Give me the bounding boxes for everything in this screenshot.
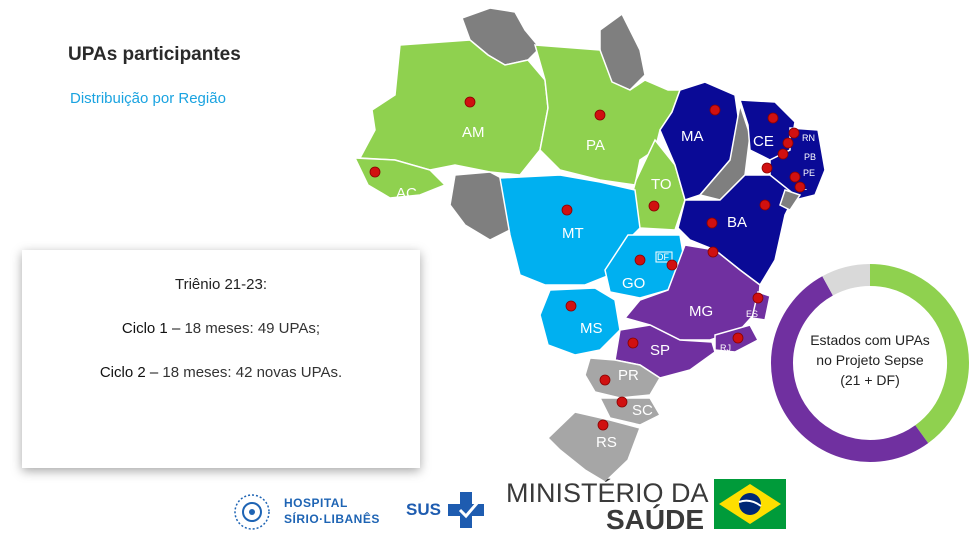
ms-line2: SAÚDE xyxy=(606,504,705,535)
ms-line1: MINISTÉRIO DA xyxy=(506,478,709,508)
marker xyxy=(599,374,611,386)
state-ms xyxy=(539,287,621,356)
cycle2-value: 18 meses: 42 novas UPAs. xyxy=(158,364,343,381)
state-rs xyxy=(546,411,641,483)
marker xyxy=(666,259,678,271)
states-donut-chart: Estados com UPAs no Projeto Sepse (21 + … xyxy=(770,258,980,478)
marker xyxy=(709,104,721,116)
marker xyxy=(634,254,646,266)
label-mg: MG xyxy=(689,303,713,320)
marker xyxy=(627,337,639,349)
donut-segment xyxy=(771,276,929,462)
info-box: Triênio 21-23: Ciclo 1 – 18 meses: 49 UP… xyxy=(22,250,420,468)
marker xyxy=(789,171,801,183)
hospital-sirio-libanes-logo: HOSPITAL SÍRIO·LIBANÊS xyxy=(232,492,382,532)
brazil-map: AM PA AC TO MA CE RN PB PE AL BA MT GO D… xyxy=(353,7,826,483)
marker xyxy=(597,419,609,431)
cycle1-line: Ciclo 1 – 18 meses: 49 UPAs; xyxy=(22,320,420,337)
label-rn: RN xyxy=(802,133,815,143)
hsl-line2: SÍRIO·LIBANÊS xyxy=(284,512,380,526)
marker xyxy=(759,199,771,211)
marker xyxy=(561,204,573,216)
label-sp: SP xyxy=(650,342,670,359)
hsl-line1: HOSPITAL xyxy=(284,496,348,510)
donut-svg xyxy=(771,264,969,462)
label-am: AM xyxy=(462,124,485,141)
marker xyxy=(782,137,794,149)
label-df: DF xyxy=(657,252,669,262)
hsl-emblem-icon xyxy=(234,494,270,530)
page-subtitle: Distribuição por Região xyxy=(70,90,226,107)
cycle1-label: Ciclo 1 – xyxy=(121,320,181,337)
marker xyxy=(732,332,744,344)
label-mt: MT xyxy=(562,225,584,242)
donut-label-line3: (21 + DF) xyxy=(840,372,900,388)
label-rj: RJ xyxy=(720,343,731,353)
label-pb: PB xyxy=(804,152,816,162)
marker xyxy=(752,292,764,304)
page-title: UPAs participantes xyxy=(68,44,241,65)
state-mg xyxy=(623,244,761,341)
label-pr: PR xyxy=(618,367,639,384)
marker xyxy=(616,396,628,408)
state-se xyxy=(779,189,802,211)
triennium-label: Triênio 21-23: xyxy=(175,276,267,293)
label-ac: AC xyxy=(396,185,417,202)
marker xyxy=(369,166,381,178)
label-go: GO xyxy=(622,275,645,292)
sus-text: SUS xyxy=(406,500,441,519)
state-pr xyxy=(584,357,662,399)
label-ba: BA xyxy=(727,214,747,231)
marker xyxy=(777,148,789,160)
label-to: TO xyxy=(651,176,672,193)
marker xyxy=(565,300,577,312)
label-sc: SC xyxy=(632,402,653,419)
sus-logo: SUS xyxy=(404,490,488,530)
donut-segment xyxy=(822,264,871,296)
label-ms: MS xyxy=(580,320,603,337)
label-rs: RS xyxy=(596,434,617,451)
label-es: ES xyxy=(746,309,758,319)
sus-cross-icon xyxy=(448,492,484,528)
marker xyxy=(788,127,800,139)
brazil-flag-icon xyxy=(714,479,786,529)
label-pe: PE xyxy=(803,168,815,178)
cycle2-label: Ciclo 2 – xyxy=(99,364,159,381)
cycle2-line: Ciclo 2 – 18 meses: 42 novas UPAs. xyxy=(22,364,420,381)
ministerio-da-saude-logo: MINISTÉRIO DA SAÚDE xyxy=(506,478,709,538)
donut-label: Estados com UPAs no Projeto Sepse (21 + … xyxy=(770,330,970,390)
label-pa: PA xyxy=(586,137,605,154)
label-ma: MA xyxy=(681,128,704,145)
state-ro xyxy=(449,171,511,241)
marker xyxy=(707,246,719,258)
marker xyxy=(706,217,718,229)
donut-label-line2: no Projeto Sepse xyxy=(816,352,924,368)
marker xyxy=(648,200,660,212)
state-pa xyxy=(533,44,682,186)
donut-segment xyxy=(869,264,969,444)
marker xyxy=(794,181,806,193)
state-sc xyxy=(598,397,662,426)
marker xyxy=(767,112,779,124)
cycle1-value: 18 meses: 49 UPAs; xyxy=(180,320,321,337)
donut-label-line1: Estados com UPAs xyxy=(810,332,930,348)
label-ce: CE xyxy=(753,133,774,150)
upa-markers xyxy=(369,96,806,431)
marker xyxy=(594,109,606,121)
marker xyxy=(761,162,773,174)
state-go xyxy=(604,234,686,299)
marker xyxy=(464,96,476,108)
state-am xyxy=(358,39,549,176)
